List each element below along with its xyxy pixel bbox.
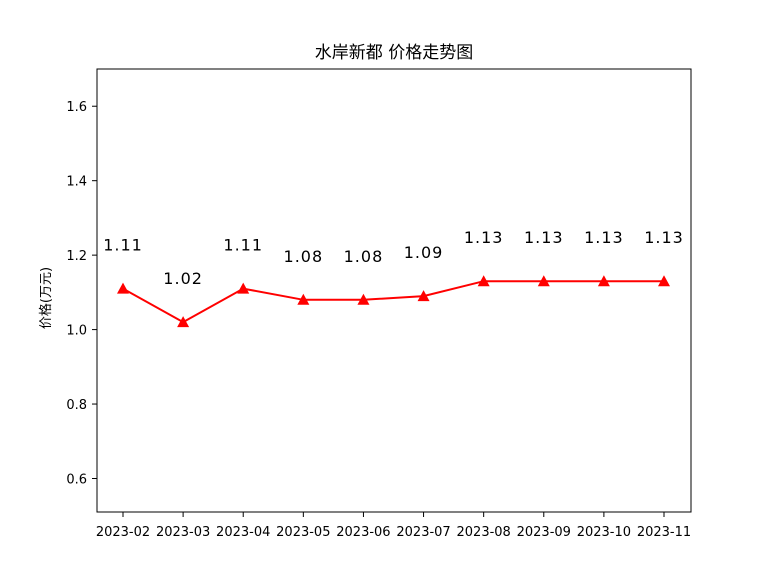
data-label: 1.08 <box>344 247 384 266</box>
data-point-marker <box>477 275 490 287</box>
x-tick-label: 2023-04 <box>216 525 270 540</box>
data-point-marker <box>357 293 370 305</box>
x-tick-label: 2023-11 <box>637 525 691 540</box>
series-line <box>122 280 664 324</box>
chart-title: 水岸新都 价格走势图 <box>315 43 473 63</box>
plot-frame <box>96 68 692 513</box>
x-tick-label: 2023-02 <box>96 525 150 540</box>
data-label: 1.13 <box>524 228 564 247</box>
data-point-marker <box>117 282 129 294</box>
x-tick-label: 2023-06 <box>336 525 390 540</box>
y-tick-label: 1.4 <box>66 175 87 190</box>
y-axis-ticks: 0.6 0.8 1.0 1.2 1.4 1.6 <box>66 100 97 487</box>
data-label: 1.09 <box>404 243 444 262</box>
y-tick-label: 0.6 <box>66 472 87 487</box>
x-tick-label: 2023-09 <box>517 525 571 540</box>
data-label: 1.13 <box>464 228 504 247</box>
x-tick-label: 2023-03 <box>156 525 210 540</box>
series-markers <box>117 275 670 328</box>
data-labels: 1.11 1.02 1.11 1.08 1.08 1.09 1.13 1.13 1.13 1.13 <box>103 228 684 288</box>
x-tick-label: 2023-10 <box>577 525 631 540</box>
x-tick-label: 2023-05 <box>276 525 330 540</box>
data-label: 1.02 <box>163 269 203 288</box>
data-point-marker <box>237 282 250 294</box>
y-axis-label: 价格(万元) <box>38 267 54 329</box>
data-point-marker <box>297 293 310 305</box>
x-tick-label: 2023-07 <box>396 525 450 540</box>
y-tick-label: 1.6 <box>66 100 87 115</box>
x-axis-ticks: 2023-02 2023-03 2023-04 2023-05 2023-06 2023-… <box>96 512 691 540</box>
data-point-marker <box>658 275 670 287</box>
data-point-marker <box>417 290 430 302</box>
data-point-marker <box>537 275 550 287</box>
data-label: 1.13 <box>644 228 684 247</box>
y-tick-label: 0.8 <box>66 398 87 413</box>
x-tick-label: 2023-08 <box>457 525 511 540</box>
y-tick-label: 1.2 <box>66 249 87 264</box>
data-point-marker <box>597 275 610 287</box>
data-point-marker <box>177 316 190 328</box>
data-label: 1.08 <box>284 247 324 266</box>
data-label: 1.13 <box>584 228 624 247</box>
data-label: 1.11 <box>103 236 143 255</box>
y-tick-label: 1.0 <box>66 324 87 339</box>
data-label: 1.11 <box>223 236 263 255</box>
